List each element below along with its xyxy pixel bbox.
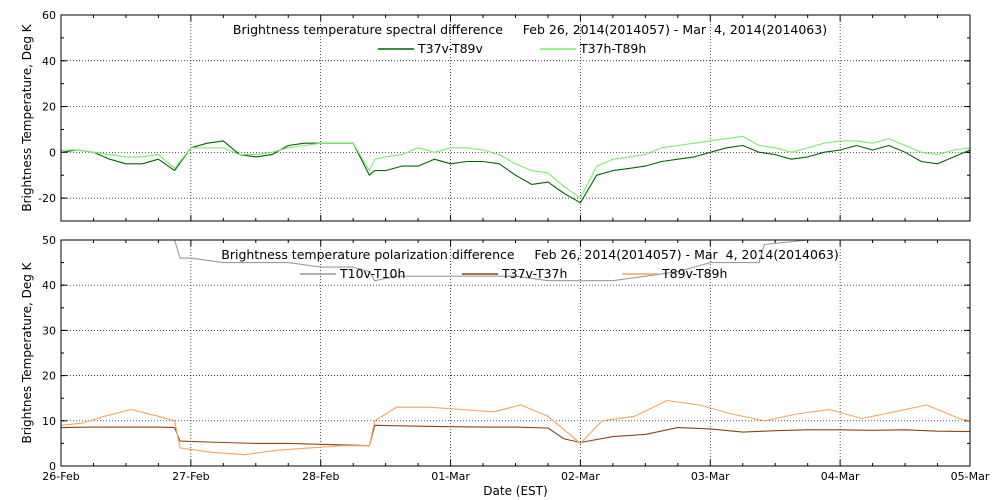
legend-label: T37h-T89h: [579, 41, 646, 56]
series-lines: [61, 240, 970, 456]
y-tick-labels: -20 0 20 40 60: [38, 9, 56, 205]
legend-label: T37v-T37h: [501, 266, 567, 281]
y-tick-label: 0: [49, 146, 56, 159]
legend: T37v-T89v T37h-T89h: [378, 41, 646, 56]
y-tick-label: -20: [38, 192, 56, 205]
x-tick-label: 27-Feb: [172, 470, 209, 483]
series-line-t37v-t37h: [61, 424, 970, 447]
y-tick-label: 20: [42, 101, 56, 114]
y-axis-label: Brightnes Temperature, Deg K: [20, 261, 34, 443]
panel-title: Brightness temperature spectral differen…: [233, 22, 827, 37]
legend: T10v-T10h T37v-T37h T89v-T89h: [300, 266, 727, 281]
x-tick-label: 02-Mar: [561, 470, 600, 483]
panel-title: Brightness temperature polarization diff…: [221, 247, 839, 262]
x-tick-label: 01-Mar: [431, 470, 470, 483]
x-tick-label: 03-Mar: [691, 470, 730, 483]
y-tick-label: 0: [49, 460, 56, 473]
y-tick-label: 40: [42, 279, 56, 292]
y-tick-label: 20: [42, 370, 56, 383]
x-tick-label: 05-Mar: [951, 470, 990, 483]
gridlines: [60, 14, 971, 222]
panel-polarization-difference: Brightness temperature polarization diff…: [20, 234, 990, 498]
x-tick-labels: 26-Feb 27-Feb 28-Feb 01-Mar 02-Mar 03-Mar 04-M…: [42, 470, 990, 483]
y-tick-labels: 0 10 20 30 40 50: [42, 234, 56, 473]
plot-frame: [60, 239, 971, 467]
legend-label: T37v-T89v: [417, 41, 484, 56]
series-line-t89v-t89h: [61, 399, 970, 456]
y-tick-label: 50: [42, 234, 56, 247]
series-line-t37h-t89h: [61, 135, 970, 199]
y-tick-label: 30: [42, 324, 56, 337]
legend-label: T89v-T89h: [661, 266, 727, 281]
y-tick-label: 10: [42, 415, 56, 428]
series-line-t10v-t10h: [174, 240, 970, 282]
y-tick-label: 60: [42, 9, 56, 22]
y-axis-label: Brightness Temperature, Deg K: [20, 23, 34, 211]
legend-label: T10v-T10h: [339, 266, 405, 281]
plot-frame: [60, 14, 971, 222]
x-tick-label: 28-Feb: [302, 470, 339, 483]
series-line-t37v-t89v: [61, 140, 970, 204]
x-tick-label: 26-Feb: [42, 470, 79, 483]
x-tick-label: 04-Mar: [821, 470, 860, 483]
panel-spectral-difference: Brightness temperature spectral differen…: [20, 9, 971, 222]
x-axis-label: Date (EST): [483, 484, 547, 498]
series-lines: [61, 135, 970, 204]
y-tick-label: 40: [42, 55, 56, 68]
